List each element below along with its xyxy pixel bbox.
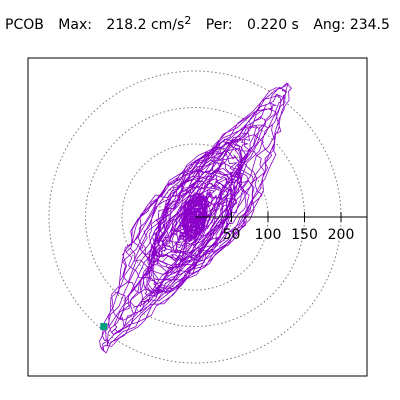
max-label: Max: — [58, 17, 92, 33]
max-unit: cm/s — [150, 17, 185, 33]
axis-tick-label-100: 100 — [255, 227, 282, 243]
chart-header: PCOB Max: 218.2 cm/s2 Per: 0.220 s Ang: … — [5, 14, 390, 33]
ang-label: Ang: — [313, 17, 346, 33]
end-marker — [100, 323, 108, 330]
per-label: Per: — [205, 17, 233, 33]
radial-axis: 50 100 150 200 — [195, 212, 367, 243]
max-value: 218.2 — [106, 17, 147, 33]
orbit-path — [99, 82, 292, 354]
axis-tick-label-50: 50 — [223, 227, 241, 243]
axis-tick-label-150: 150 — [291, 227, 318, 243]
axis-tick-label-200: 200 — [328, 227, 355, 243]
orbit-trace — [99, 82, 292, 354]
marker-group — [100, 323, 108, 330]
max-unit-exponent: 2 — [184, 14, 192, 27]
station-code: PCOB — [5, 17, 44, 33]
per-value: 0.220 s — [247, 17, 299, 33]
ang-value: 234.5 — [349, 17, 390, 33]
